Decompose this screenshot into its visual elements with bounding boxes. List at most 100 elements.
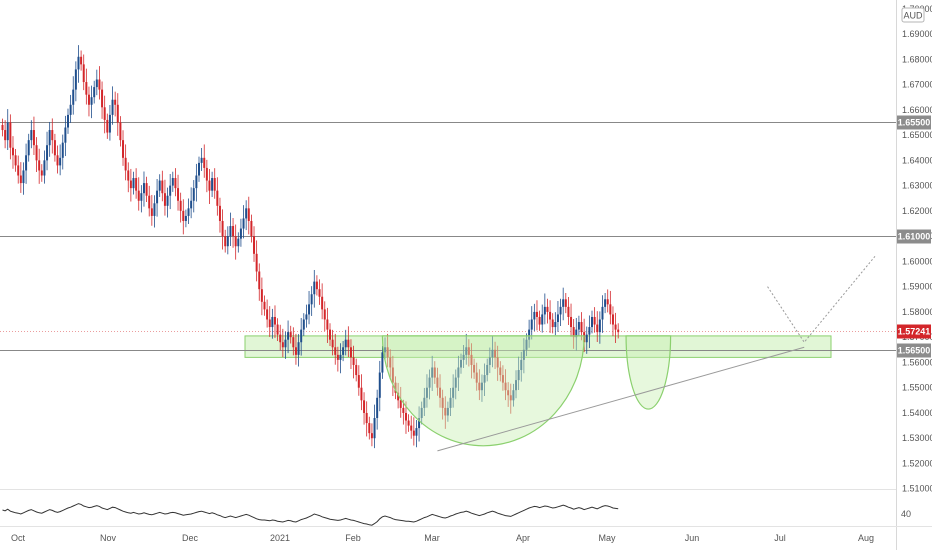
candle [436, 367, 439, 396]
candle [242, 205, 245, 239]
candle [273, 305, 276, 338]
candle [509, 383, 512, 414]
candle [347, 326, 350, 358]
candle [203, 144, 206, 178]
candle [491, 336, 494, 368]
candle [171, 171, 174, 192]
candle [300, 317, 303, 356]
candle [218, 197, 221, 233]
candle [48, 121, 51, 157]
candle [148, 185, 151, 217]
candle [64, 115, 67, 157]
y-tick-label: 1.53000 [902, 433, 932, 443]
candle [247, 196, 250, 235]
candle [111, 86, 114, 125]
candle [551, 313, 554, 334]
projection-path[interactable] [767, 256, 876, 344]
candle [412, 417, 415, 446]
candle [192, 180, 195, 213]
candle [156, 179, 159, 217]
candle [69, 94, 72, 123]
candle [195, 163, 198, 202]
candle [137, 177, 140, 211]
x-tick-label: Dec [182, 533, 199, 543]
candle [82, 54, 85, 91]
y-tick-label: 1.52000 [902, 458, 932, 468]
handle-pattern[interactable] [625, 335, 672, 410]
candle [258, 263, 261, 301]
currency-label: AUD [903, 11, 923, 21]
candle [572, 318, 575, 349]
candle [520, 351, 523, 382]
candle [166, 187, 169, 218]
currency-badge[interactable]: AUD [901, 7, 925, 23]
candle [457, 355, 460, 391]
candle [617, 323, 620, 339]
trendline[interactable] [437, 346, 805, 452]
candle [538, 310, 541, 331]
candle [25, 143, 28, 184]
candle [221, 209, 224, 250]
candle [1, 118, 4, 137]
candle [562, 287, 565, 321]
candle [533, 303, 536, 332]
candle [35, 137, 38, 172]
candle [266, 299, 269, 328]
candle [593, 307, 596, 333]
candle [108, 105, 111, 141]
candle [11, 136, 14, 169]
candle [74, 61, 77, 102]
candle [501, 365, 504, 391]
candle [321, 283, 324, 320]
candle [394, 376, 397, 400]
candle [305, 304, 308, 328]
candle [124, 144, 127, 181]
candle [399, 386, 402, 418]
candle [4, 120, 7, 149]
candle [17, 155, 20, 184]
candle [122, 130, 125, 166]
candle [216, 177, 219, 216]
candle [38, 148, 41, 184]
candle [287, 320, 290, 354]
y-tick-label: 1.63000 [902, 181, 932, 191]
candle [22, 162, 25, 195]
candle [554, 312, 557, 336]
candle [174, 168, 177, 197]
y-tick-label: 1.66000 [902, 105, 932, 115]
candle [570, 303, 573, 337]
candle [528, 319, 531, 348]
candle [499, 361, 502, 382]
candle [150, 194, 153, 226]
candle [289, 325, 292, 344]
x-tick-label: Jul [774, 533, 786, 543]
candle [103, 95, 106, 134]
candle [213, 168, 216, 199]
candle [588, 315, 591, 349]
current-price-badge [897, 324, 931, 339]
candle [596, 311, 599, 342]
level-badge-label: 1.65500 [898, 118, 931, 128]
x-tick-label: Jun [685, 533, 700, 543]
candle [297, 334, 300, 367]
candle [363, 392, 366, 425]
candle [77, 45, 80, 83]
candle [101, 81, 104, 119]
candle [59, 144, 62, 176]
candle [467, 339, 470, 367]
candle [342, 340, 345, 362]
candle [378, 360, 381, 412]
x-tick-label: 2021 [270, 533, 290, 543]
candle [609, 290, 612, 325]
candle [517, 356, 520, 390]
candle [525, 333, 528, 357]
candle [504, 369, 507, 401]
level-badge-label: 1.56500 [898, 346, 931, 356]
candle [260, 277, 263, 316]
candle [315, 275, 318, 296]
candle [310, 286, 313, 316]
candle [373, 404, 376, 449]
cup-pattern[interactable] [381, 335, 585, 447]
candle [452, 374, 455, 408]
